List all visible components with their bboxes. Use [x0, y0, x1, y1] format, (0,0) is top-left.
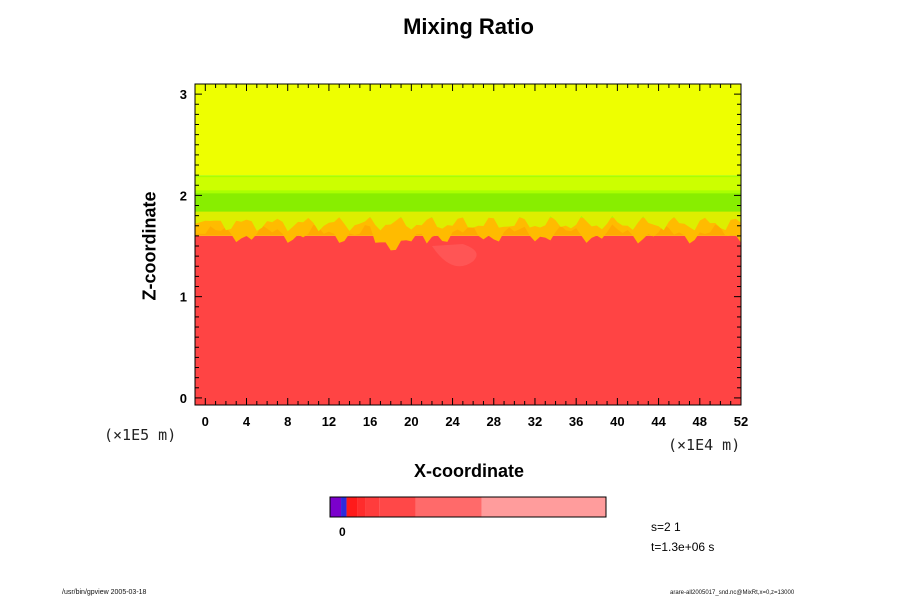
y-tick-label: 0 — [180, 391, 187, 406]
x-tick-label: 28 — [487, 414, 501, 429]
colorbar-zero-label: 0 — [339, 525, 346, 539]
y-tick-label: 3 — [180, 87, 187, 102]
x-tick-label: 16 — [363, 414, 377, 429]
s-label: s=2 1 — [651, 520, 681, 534]
t-label: t=1.3e+06 s — [651, 540, 715, 554]
x-tick-label: 44 — [651, 414, 666, 429]
colorbar-segment — [415, 497, 482, 517]
z-multiplier-label: (×1E5 m) — [104, 426, 177, 444]
y-tick-label: 1 — [180, 290, 187, 305]
colorbar-frame — [329, 496, 607, 518]
x-tick-label: 4 — [243, 414, 251, 429]
colorbar-segment — [379, 497, 416, 517]
x-axis-label: X-coordinate — [413, 461, 524, 481]
colorbar-segment — [330, 497, 342, 517]
x-tick-label: 12 — [322, 414, 336, 429]
x-tick-label: 36 — [569, 414, 583, 429]
x-tick-label: 48 — [693, 414, 707, 429]
y-tick-label: 2 — [180, 188, 187, 203]
x-tick-label: 40 — [610, 414, 624, 429]
field-band-green — [195, 193, 741, 214]
colorbar-segment — [341, 497, 347, 517]
colorbar-segment — [346, 497, 358, 517]
footer-right: arare-all2005017_snd.nc@MixRt,x=0,z=1300… — [670, 590, 795, 596]
colorbar-segment — [357, 497, 366, 517]
x-tick-label: 20 — [404, 414, 418, 429]
x-tick-label: 52 — [734, 414, 748, 429]
field-band-3 — [195, 84, 741, 176]
field-band-light — [195, 177, 741, 191]
x-multiplier-label: (×1E4 m) — [668, 436, 741, 454]
chart-title: Mixing Ratio — [403, 14, 534, 39]
x-tick-label: 0 — [202, 414, 209, 429]
mixing-interface-upper — [195, 211, 741, 232]
x-tick-label: 8 — [284, 414, 291, 429]
y-axis-label: Z-coordinate — [139, 191, 160, 301]
x-tick-label: 32 — [528, 414, 542, 429]
colorbar-segment — [481, 497, 606, 517]
plot-frame — [194, 83, 742, 406]
plume-dip — [431, 243, 477, 267]
x-tick-label: 24 — [445, 414, 460, 429]
footer-left: /usr/bin/gpview 2005-03-18 — [62, 589, 147, 596]
colorbar-segment — [365, 497, 380, 517]
